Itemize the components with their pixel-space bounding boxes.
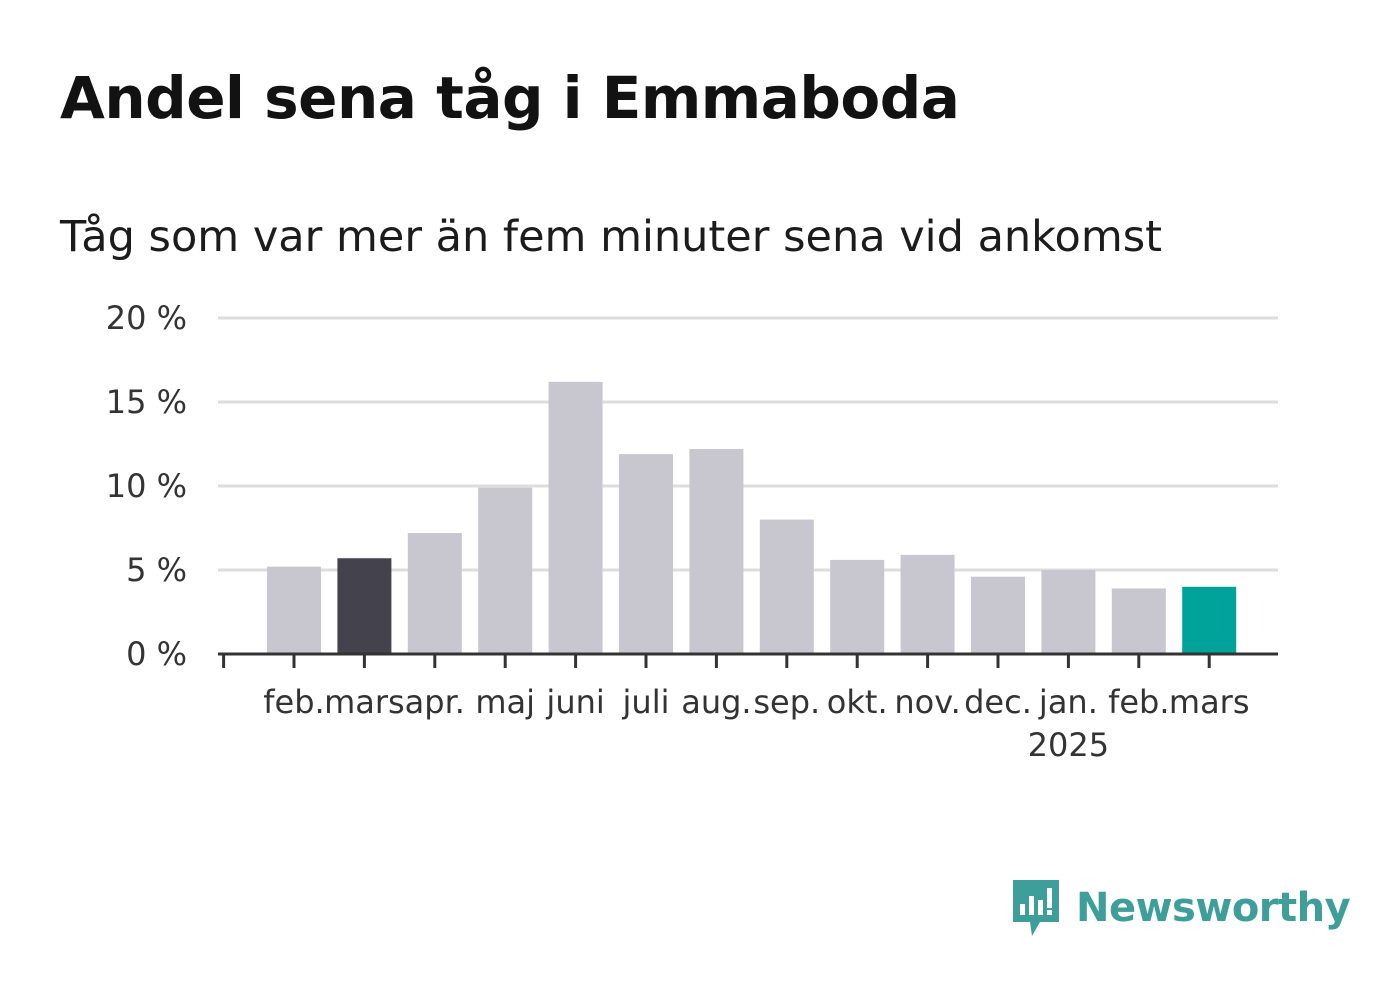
- x-tick-label: mars: [324, 683, 405, 721]
- x-tick-label: sep.: [753, 683, 820, 721]
- x-tick-label: maj: [475, 683, 535, 721]
- chart-subtitle: Tåg som var mer än fem minuter sena vid …: [60, 212, 1163, 262]
- bar: [689, 449, 744, 654]
- bar: [1111, 588, 1166, 654]
- bar: [407, 533, 462, 654]
- bars: [267, 381, 1237, 654]
- x-tick-label: okt.: [827, 683, 888, 721]
- y-tick-label: 5 %: [126, 551, 187, 589]
- bar: [971, 576, 1025, 654]
- x-tick-label: nov.: [894, 683, 960, 721]
- bar: [337, 558, 392, 654]
- x-axis: [218, 652, 1278, 668]
- bar: [619, 454, 673, 654]
- bar: [830, 559, 885, 654]
- newsworthy-logo[interactable]: Newsworthy: [1010, 878, 1351, 938]
- x-tick-label: dec.: [964, 683, 1032, 721]
- chart-title: Andel sena tåg i Emmaboda: [60, 64, 960, 132]
- y-axis-labels: 0 % 5 % 10 % 15 % 20 %: [106, 299, 187, 673]
- x-tick-label: aug.: [681, 683, 751, 721]
- bar: [548, 381, 603, 654]
- x-tick-label: juni: [545, 683, 604, 721]
- bar: [900, 554, 955, 654]
- y-tick-label: 10 %: [106, 467, 187, 505]
- y-tick-label: 15 %: [106, 383, 187, 421]
- x-tick-label: mars: [1169, 683, 1250, 721]
- y-tick-label: 20 %: [106, 299, 187, 337]
- x-tick-label: feb.: [263, 683, 324, 721]
- bar: [478, 487, 533, 654]
- x-tick-label: feb.: [1108, 683, 1169, 721]
- x-axis-labels: feb. mars apr. maj juni juli aug. sep. okt. nov. d…: [263, 683, 1249, 764]
- newsworthy-logo-icon: [1013, 880, 1059, 936]
- bar: [1182, 586, 1237, 654]
- gridlines: [218, 316, 1278, 572]
- y-tick-label: 0 %: [126, 635, 187, 673]
- x-tick-label: apr.: [405, 683, 465, 721]
- bar: [267, 566, 321, 654]
- bar: [759, 519, 814, 654]
- x-year-label: 2025: [1028, 726, 1109, 764]
- bar: [1041, 570, 1096, 654]
- brand-name: Newsworthy: [1076, 885, 1351, 931]
- x-tick-label: juli: [622, 683, 670, 721]
- x-tick-label: jan.: [1038, 683, 1098, 721]
